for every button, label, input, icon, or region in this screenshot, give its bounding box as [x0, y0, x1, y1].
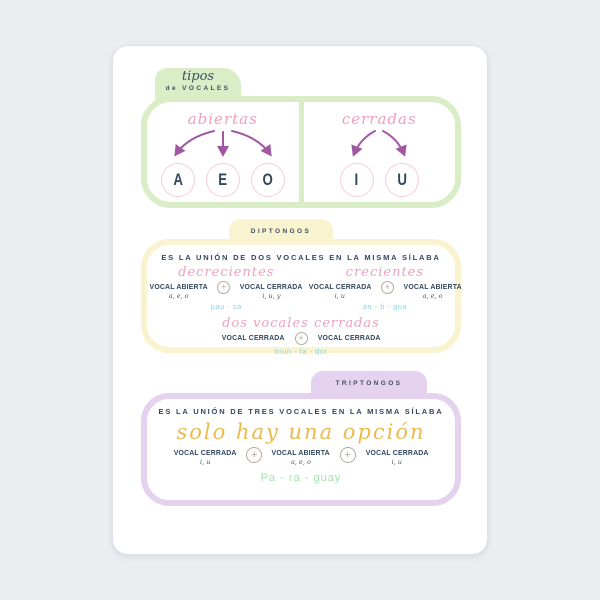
dos-vocales-cerradas-title: dos vocales cerradas — [222, 316, 380, 331]
vocal-abierta-label: VOCAL ABIERTA — [149, 282, 208, 291]
triptongos-box: ES LA UNIÓN DE TRES VOCALES EN LA MISMA … — [141, 393, 461, 506]
abiertas-title: abiertas — [187, 110, 258, 128]
cerradas-circles: I U — [339, 163, 419, 197]
diptongos-box: ES LA UNIÓN DE DOS VOCALES EN LA MISMA S… — [141, 239, 462, 356]
vocal-abierta-label: VOCAL ABIERTA — [403, 282, 462, 291]
vowel-letter-i: I — [354, 170, 359, 189]
vocales-box: abiertas A E O cerradas — [141, 96, 461, 208]
vowel-letter-o: O — [262, 170, 273, 189]
decrecientes-formula: VOCAL ABIERTA a, e, o + VOCAL CERRADA i,… — [147, 281, 306, 300]
vowel-circle-u: U — [384, 163, 419, 197]
vocal-cerrada-sub: i, u — [334, 292, 345, 300]
triptongos-title: ES LA UNIÓN DE TRES VOCALES EN LA MISMA … — [158, 407, 444, 416]
vocal-cerrada-label: VOCAL CERRADA — [365, 448, 429, 457]
vowel-circle-o: O — [250, 163, 285, 197]
vocal-cerrada-label: VOCAL CERRADA — [308, 282, 372, 291]
tab-triptongos-label: TRIPTONGOS — [335, 380, 403, 387]
plus-icon: + — [380, 281, 394, 294]
diptongos-columns: decrecientes VOCAL ABIERTA a, e, o + VOC… — [147, 265, 462, 311]
dos-vocales-cerradas-section: dos vocales cerradas VOCAL CERRADA + VOC… — [147, 316, 455, 356]
diptongos-title: ES LA UNIÓN DE DOS VOCALES EN LA MISMA S… — [161, 253, 441, 262]
crecientes-formula: VOCAL CERRADA i, u + VOCAL ABIERTA a, e,… — [306, 281, 465, 300]
dos-vocales-cerradas-formula: VOCAL CERRADA + VOCAL CERRADA — [219, 332, 383, 345]
vowel-letter-e: E — [218, 170, 228, 189]
vocal-cerrada-label: VOCAL CERRADA — [240, 282, 303, 291]
crecientes-column: crecientes VOCAL CERRADA i, u + VOCAL AB… — [306, 265, 465, 311]
vocal-cerrada-sub: i, u — [199, 458, 211, 466]
decrecientes-title: decrecientes — [178, 265, 275, 280]
vocales-divider — [298, 102, 304, 202]
vocales-abiertas-panel: abiertas A E O — [147, 102, 299, 202]
vocal-cerrada-label: VOCAL CERRADA — [221, 333, 285, 342]
vowel-letter-u: U — [396, 170, 407, 189]
cerradas-title: cerradas — [341, 110, 417, 128]
vocal-abierta-sub: a, e, o — [422, 292, 443, 300]
vocal-cerrada-sub: i, u — [391, 458, 402, 466]
vocal-cerrada-label: VOCAL CERRADA — [173, 448, 237, 457]
worksheet-card: tipos de VOCALES abiertas A E O — [112, 45, 488, 555]
vocal-abierta-sub: a, e, o — [168, 292, 189, 300]
vowel-circle-e: E — [205, 163, 240, 197]
triptongos-example: Pa - ra - guay — [260, 472, 342, 484]
plus-icon: + — [246, 447, 263, 463]
vocales-cerradas-panel: cerradas I U — [304, 102, 456, 202]
vocal-cerrada-sub: i, u, y — [262, 292, 281, 300]
tab-diptongos-label: DIPTONGOS — [250, 228, 312, 235]
abiertas-circles: A E O — [160, 163, 285, 197]
plus-icon: + — [339, 447, 356, 463]
vowel-circle-a: A — [160, 163, 195, 197]
triptongos-subtitle: solo hay una opción — [176, 420, 426, 444]
vowel-circle-i: I — [339, 163, 374, 197]
abiertas-arrows-icon — [174, 130, 272, 157]
plus-icon: + — [294, 332, 308, 345]
vocal-cerrada-label: VOCAL CERRADA — [317, 333, 381, 342]
vocal-abierta-label: VOCAL ABIERTA — [271, 448, 331, 457]
tab-triptongos: TRIPTONGOS — [311, 371, 427, 397]
decrecientes-example: pau - sa — [210, 302, 242, 311]
crecientes-title: crecientes — [345, 265, 425, 280]
decrecientes-column: decrecientes VOCAL ABIERTA a, e, o + VOC… — [147, 265, 306, 311]
plus-icon: + — [217, 281, 231, 294]
tab-tipos-script-label: tipos — [181, 69, 215, 84]
dos-vocales-cerradas-example: triun - fa - dor — [274, 347, 328, 356]
vowel-letter-a: A — [172, 170, 183, 189]
vocal-abierta-sub: a, e, o — [291, 458, 311, 466]
cerradas-arrows-icon — [351, 130, 407, 157]
crecientes-example: an - ti - gua — [362, 302, 408, 311]
tab-tipos-caps-label: de VOCALES — [165, 85, 231, 92]
triptongos-formula: VOCAL CERRADA i, u + VOCAL ABIERTA a, e,… — [171, 447, 431, 466]
